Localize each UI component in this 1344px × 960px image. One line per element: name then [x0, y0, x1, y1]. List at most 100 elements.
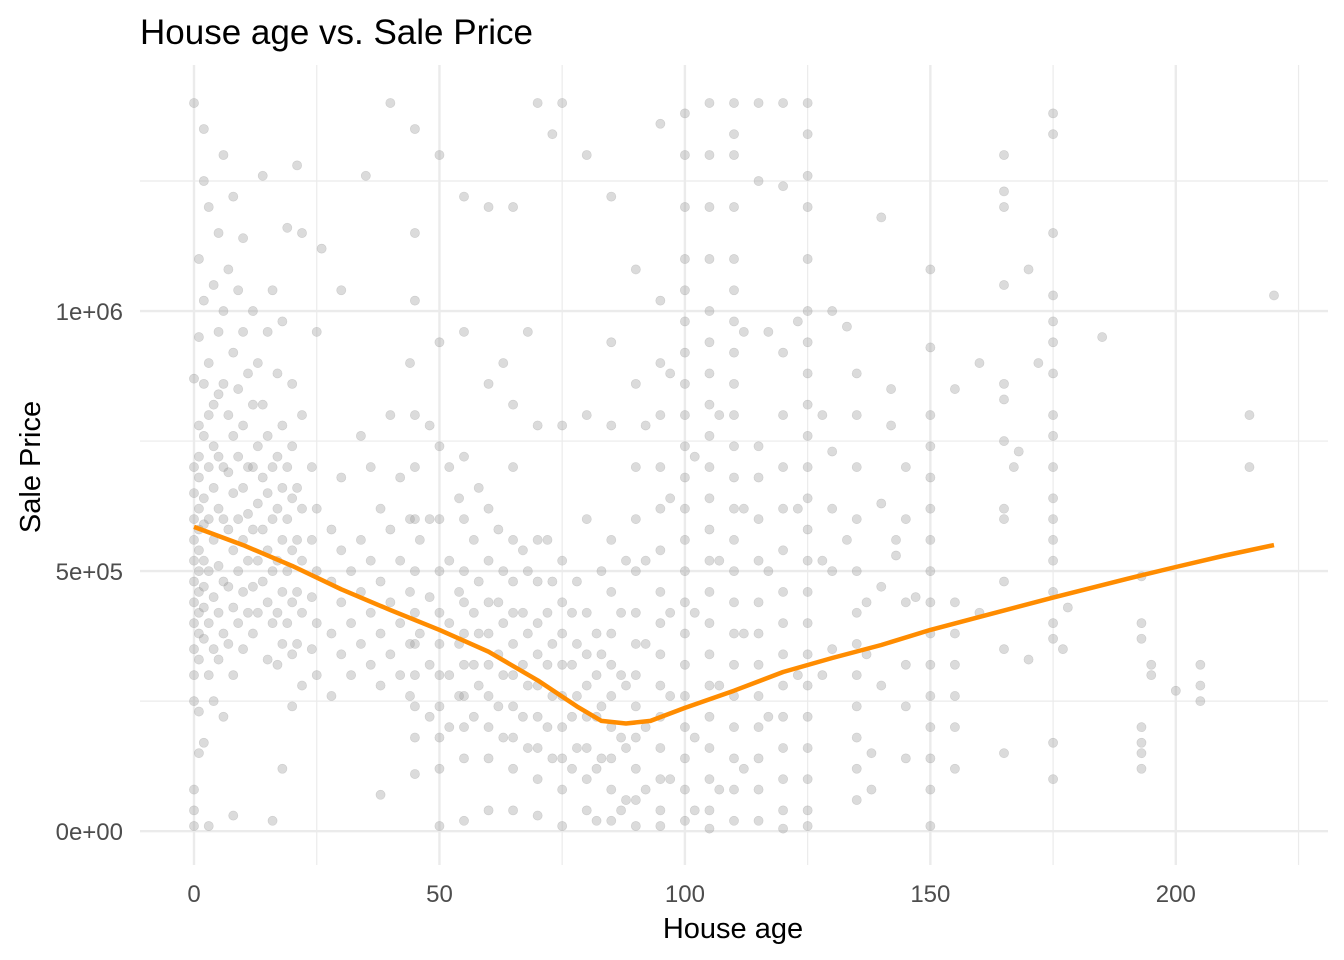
data-point [680, 108, 690, 119]
data-point [326, 524, 337, 535]
data-point [272, 607, 283, 618]
data-point [729, 378, 739, 389]
data-point [891, 535, 901, 545]
y-tick-label: 1e+06 [56, 299, 123, 326]
data-point [1048, 514, 1058, 524]
data-point [714, 410, 725, 420]
data-point [925, 472, 936, 483]
data-point [189, 784, 199, 795]
data-point [714, 680, 725, 691]
data-point [596, 753, 607, 764]
data-point [277, 587, 288, 597]
data-point [252, 358, 263, 368]
data-point [704, 430, 715, 441]
data-point [1062, 602, 1073, 613]
data-point [208, 644, 219, 655]
data-point [817, 410, 828, 420]
data-point [272, 503, 283, 514]
data-point [243, 462, 253, 472]
data-point [925, 535, 936, 545]
data-point [297, 607, 307, 618]
data-point [729, 410, 739, 420]
data-point [714, 555, 725, 566]
data-point [238, 644, 248, 655]
data-point [630, 670, 641, 681]
data-point [753, 659, 764, 670]
data-point [257, 399, 268, 410]
data-point [375, 628, 386, 639]
data-point [508, 607, 518, 618]
data-point [591, 628, 602, 639]
data-point [704, 680, 715, 691]
data-point [689, 451, 700, 462]
data-point [297, 228, 307, 238]
data-point [827, 566, 838, 577]
data-point [655, 587, 666, 597]
data-point [1048, 774, 1058, 785]
data-point [753, 514, 764, 524]
data-point [851, 763, 862, 774]
data-point [483, 753, 494, 764]
data-point [630, 566, 641, 577]
data-point [925, 342, 936, 353]
x-tick-label: 0 [187, 881, 200, 908]
data-point [680, 784, 690, 795]
data-point [508, 639, 518, 649]
data-point [925, 659, 936, 670]
data-point [311, 670, 322, 681]
data-point [925, 753, 936, 764]
data-point [414, 535, 425, 545]
data-point [203, 618, 214, 629]
data-point [189, 670, 199, 681]
data-point [999, 394, 1009, 405]
data-point [223, 264, 234, 275]
data-point [194, 607, 204, 618]
data-point [410, 732, 420, 743]
scatter-points [189, 98, 1279, 834]
data-point [729, 815, 739, 826]
data-point [557, 821, 568, 831]
data-point [1048, 368, 1058, 379]
data-point [925, 722, 936, 733]
data-point [287, 441, 298, 452]
data-point [434, 607, 445, 618]
data-point [729, 441, 739, 452]
data-point [292, 482, 302, 493]
data-point [606, 691, 617, 701]
data-point [655, 545, 666, 556]
data-point [802, 649, 813, 660]
data-point [248, 581, 258, 592]
data-point [522, 326, 533, 337]
data-point [532, 774, 543, 785]
data-point [900, 462, 911, 472]
data-point [680, 597, 690, 608]
data-point [680, 628, 690, 639]
data-point [287, 545, 298, 556]
data-point [385, 410, 396, 420]
data-point [842, 535, 852, 545]
data-point [704, 399, 715, 410]
data-point [532, 649, 543, 660]
data-point [729, 597, 739, 608]
data-point [802, 337, 813, 348]
data-point [1136, 722, 1147, 733]
data-point [876, 212, 887, 223]
data-point [572, 639, 582, 649]
data-point [189, 535, 199, 545]
data-point [198, 555, 209, 566]
data-point [218, 306, 229, 316]
data-point [827, 644, 838, 655]
data-point [606, 815, 617, 826]
data-point [616, 670, 626, 681]
data-point [704, 774, 715, 785]
data-point [395, 555, 406, 566]
data-point [729, 347, 739, 358]
data-point [925, 441, 936, 452]
data-point [778, 680, 788, 691]
data-point [753, 722, 764, 733]
data-point [483, 597, 494, 608]
data-point [1195, 659, 1206, 670]
data-point [792, 316, 803, 327]
data-point [257, 576, 268, 587]
data-point [621, 795, 631, 805]
